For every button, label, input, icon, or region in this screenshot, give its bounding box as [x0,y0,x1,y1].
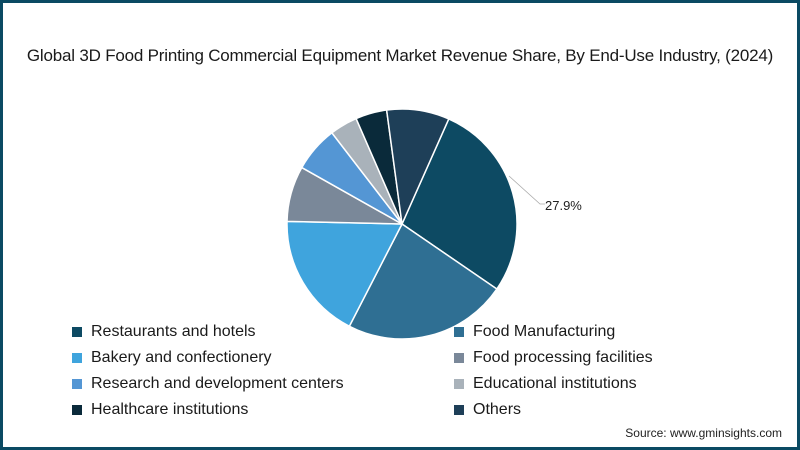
legend-item-food-manufacturing[interactable]: Food Manufacturing [454,322,712,342]
legend-item-food-processing[interactable]: Food processing facilities [454,348,712,368]
source-text: Source: www.gminsights.com [625,426,782,440]
pie-slice-others[interactable] [385,108,450,227]
legend-swatch [454,379,464,389]
leader-line [508,175,545,205]
legend-swatch [72,353,82,363]
legend-item-healthcare[interactable]: Healthcare institutions [72,400,454,420]
pie-slices [286,108,518,340]
legend-swatch [72,379,82,389]
legend-swatch [72,327,82,337]
pie-slice-restaurants-and-hotels[interactable] [401,117,518,291]
legend-item-bakery[interactable]: Bakery and confectionery [72,348,454,368]
pie-slice-food-manufacturing[interactable] [348,222,498,340]
data-label-restaurants: 27.9% [545,198,582,213]
pie-slice-bakery-and-confectionery[interactable] [286,220,404,328]
legend-swatch [454,405,464,415]
legend-swatch [72,405,82,415]
chart-title: Global 3D Food Printing Commercial Equip… [26,46,774,65]
legend-item-educational[interactable]: Educational institutions [454,374,712,394]
legend: Restaurants and hotels Food Manufacturin… [72,322,712,420]
legend-item-others[interactable]: Others [454,400,712,420]
legend-swatch [454,327,464,337]
legend-item-restaurants[interactable]: Restaurants and hotels [72,322,454,342]
legend-swatch [454,353,464,363]
legend-item-research[interactable]: Research and development centers [72,374,454,394]
